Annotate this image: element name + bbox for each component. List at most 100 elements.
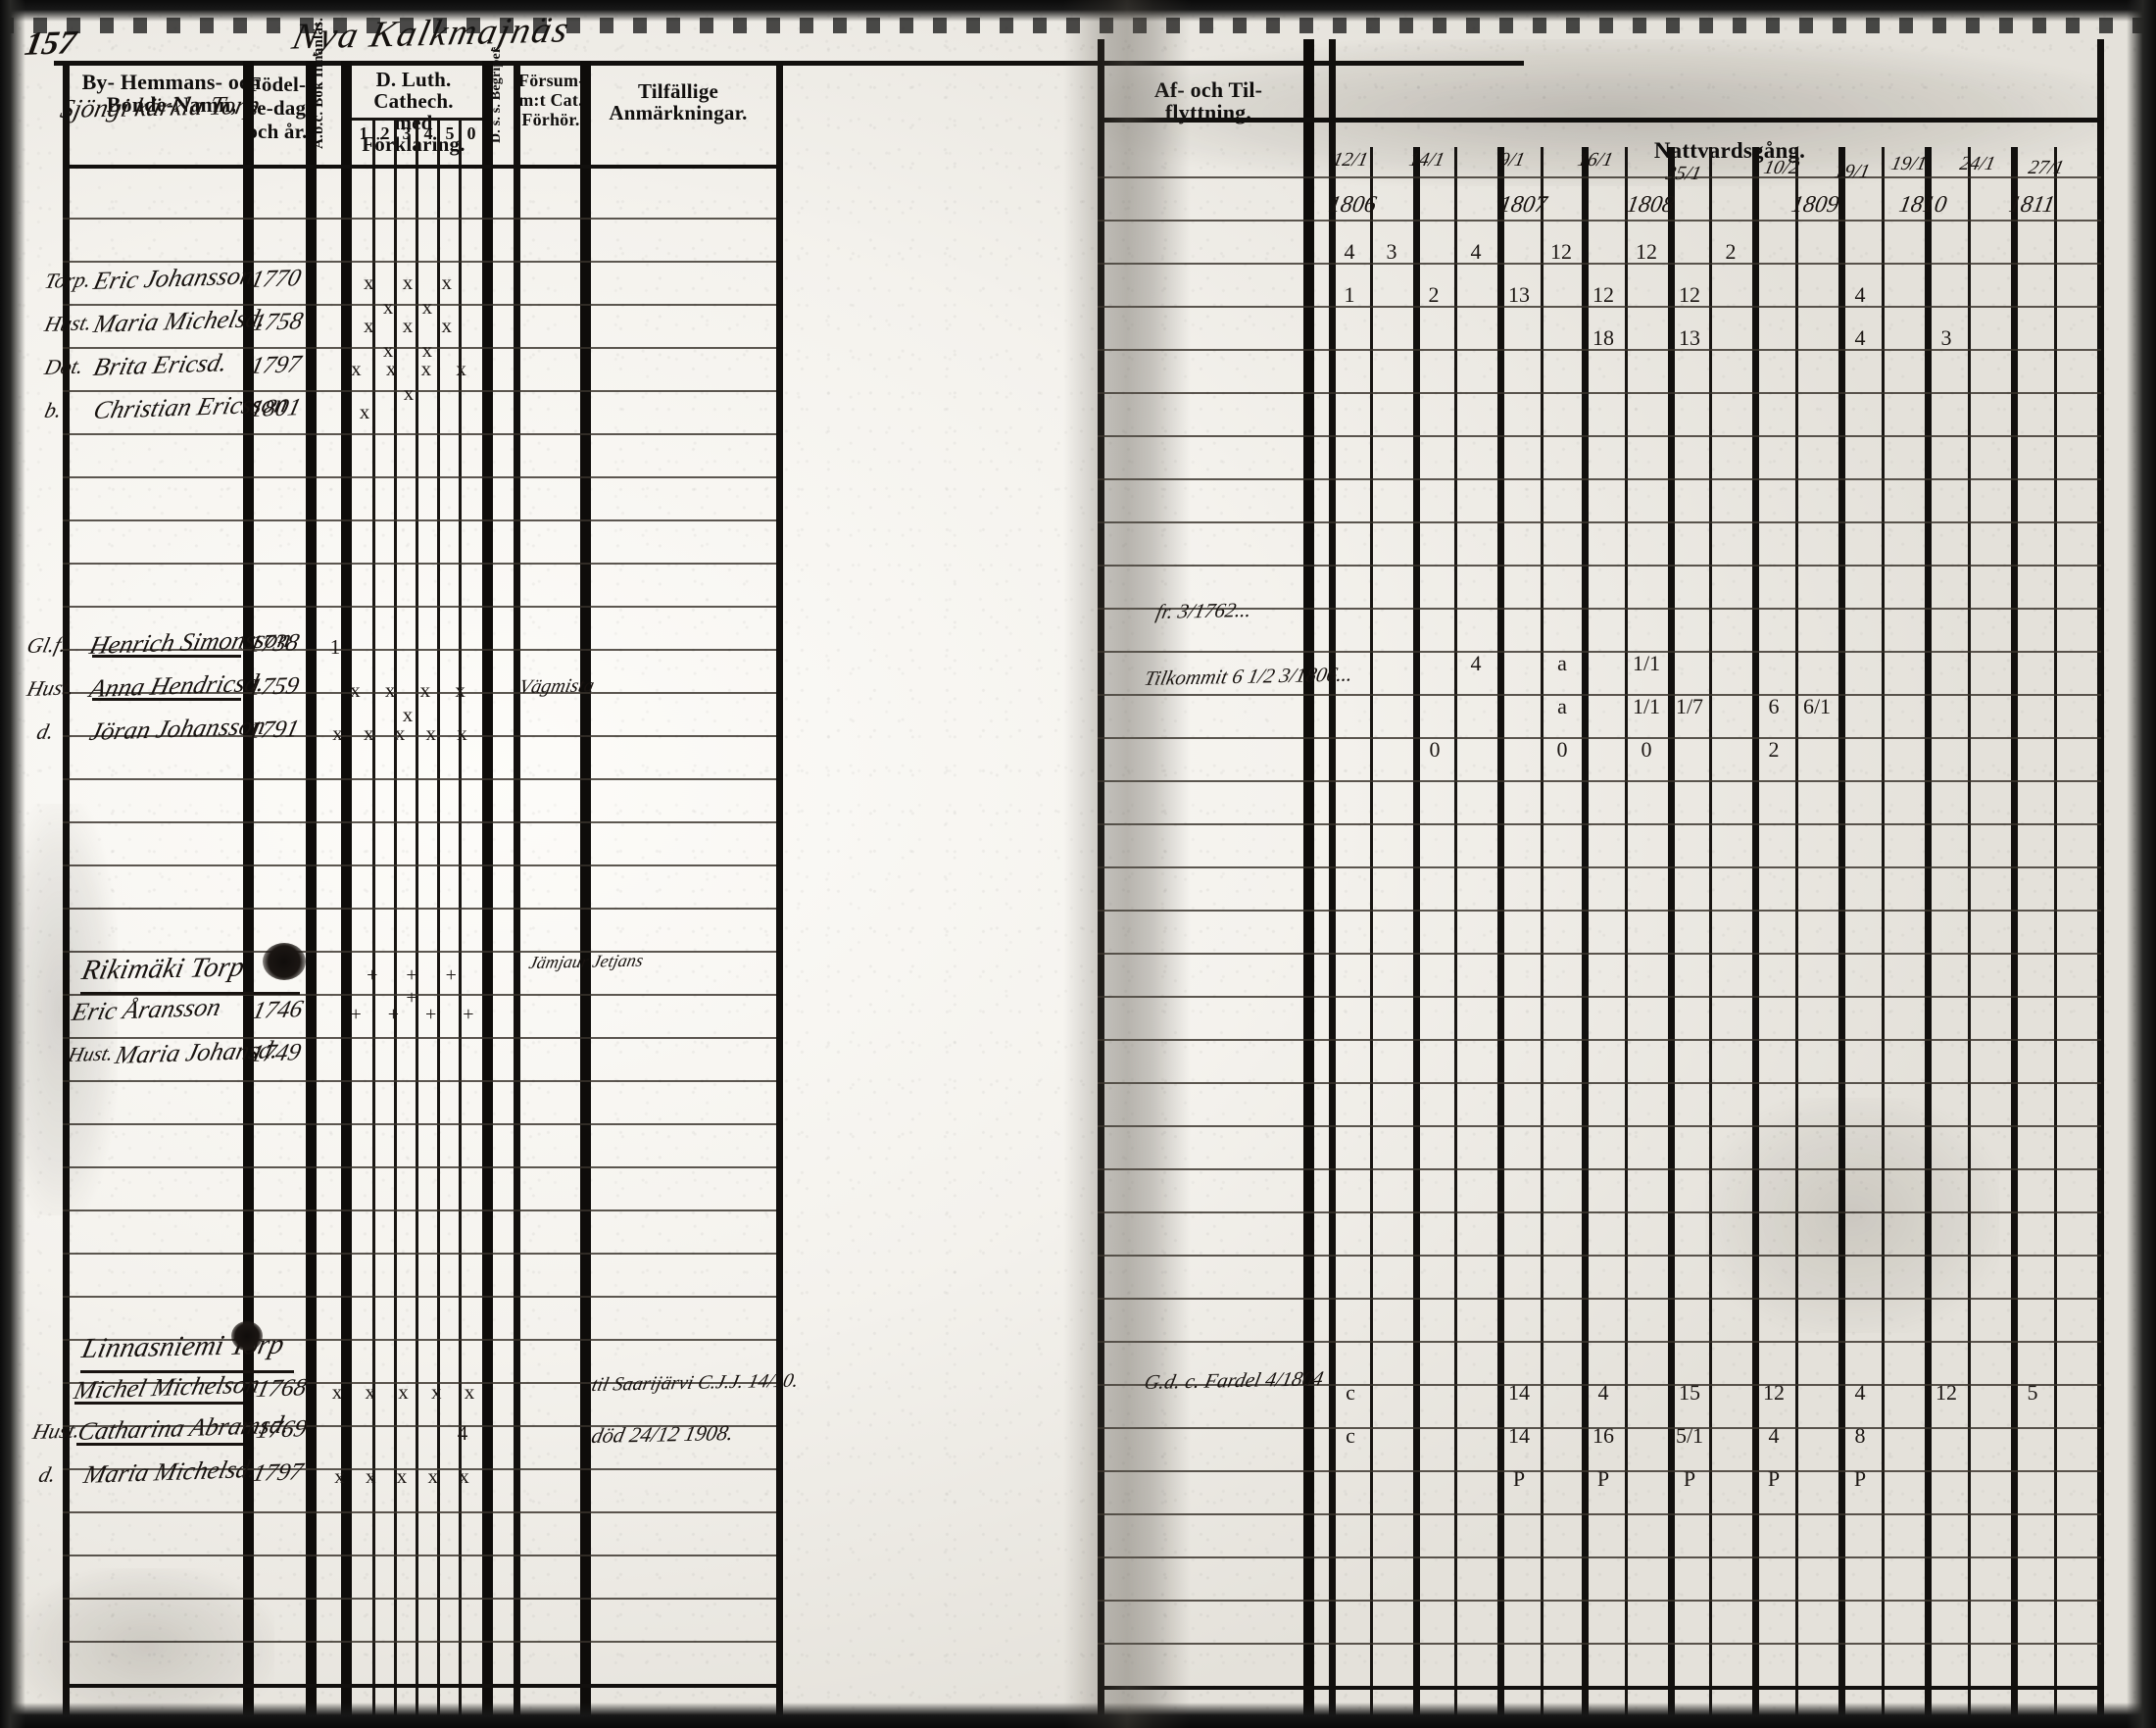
- row-rule: [63, 304, 776, 306]
- communion-tally: 4: [1597, 1380, 1609, 1405]
- grid-vline-forsummat-right: [580, 61, 591, 1717]
- communion-tally: 18: [1592, 325, 1614, 350]
- grid-vline-nv-a: [1329, 39, 1336, 1717]
- grid-vline-name-right: [243, 61, 254, 1717]
- column-header-name: By- Hemmans- och Bonde-Namn,: [81, 70, 262, 118]
- grid-vline-cat-5: [459, 118, 462, 1717]
- communion-tally: 3: [1940, 325, 1952, 350]
- row-rule: [63, 1080, 776, 1082]
- row-rule-right: [1098, 996, 2101, 998]
- grid-hline-bottom: [63, 1684, 776, 1688]
- communion-tally: 4: [1470, 239, 1482, 264]
- grid-vline-nv-q: [2011, 147, 2018, 1715]
- name-strikethrough: [92, 655, 241, 658]
- heading-underline: [80, 1370, 294, 1373]
- grid-vline-nv-f: [1541, 147, 1544, 1715]
- row-rule-right: [1098, 651, 2101, 653]
- person-role: Hust.: [24, 674, 77, 701]
- communion-date-fraction: 10/2: [1761, 157, 1802, 178]
- catechism-mark: x x x x x: [364, 314, 464, 362]
- row-rule-right: [1098, 1211, 2101, 1213]
- communion-tally: 0: [1556, 737, 1568, 762]
- person-birth-year: 1801: [247, 394, 304, 422]
- column-header-anmarkningar: Tilfällige Anmärkningar.: [609, 79, 748, 125]
- row-rule: [63, 433, 776, 435]
- grid-vline-cat-2: [394, 118, 397, 1717]
- row-rule: [63, 908, 776, 910]
- catechism-subcol-2: 2: [380, 123, 390, 143]
- communion-tally: 2: [1725, 239, 1737, 264]
- communion-tally: 12: [1763, 1380, 1785, 1405]
- row-rule-right: [1098, 521, 2101, 523]
- row-rule: [63, 390, 776, 392]
- communion-tally: 12: [1550, 239, 1572, 264]
- row-rule: [63, 476, 776, 478]
- person-birth-year: 1768: [253, 1374, 310, 1403]
- communion-tally: 4: [1854, 325, 1866, 350]
- person-birth-year: 1770: [247, 265, 304, 293]
- catechism-subcol-1: 1: [359, 123, 368, 143]
- title-underline: [54, 61, 1524, 66]
- person-birth-year: 1759: [245, 672, 302, 701]
- grid-vline-nv-m: [1838, 147, 1845, 1715]
- communion-date-fraction: 14/1: [1406, 149, 1447, 171]
- row-rule-right: [1098, 1427, 2101, 1429]
- communion-date-fraction: 12/1: [1330, 149, 1371, 171]
- row-rule: [63, 1598, 776, 1600]
- person-birth-year: 1797: [247, 351, 304, 379]
- name-strikethrough: [92, 698, 241, 701]
- row-rule-right: [1098, 565, 2101, 567]
- row-rule: [63, 1123, 776, 1125]
- communion-tally: 2: [1768, 737, 1780, 762]
- person-name: Maria Michelsd.: [80, 1454, 260, 1489]
- person-birth-year: 1791: [245, 716, 302, 744]
- row-rule-right: [1098, 478, 2101, 480]
- communion-tally: 1: [1344, 282, 1355, 307]
- grid-vline-nv-b: [1370, 147, 1373, 1715]
- grid-vline-left-border: [63, 61, 70, 1717]
- row-rule: [63, 563, 776, 565]
- grid-vline-cat-1: [372, 118, 375, 1717]
- person-birth-year: 1797: [249, 1458, 306, 1487]
- household-heading-3: Rikimäki Torp: [78, 951, 248, 986]
- row-rule-right: [1098, 306, 2101, 308]
- catechism-mark: x: [359, 400, 370, 423]
- row-rule-right: [1098, 1298, 2101, 1300]
- row-rule-right: [1098, 823, 2101, 825]
- grid-vline-birth-right: [306, 61, 317, 1717]
- grid-vline-nv-i: [1668, 147, 1675, 1715]
- communion-tally: 5: [2027, 1380, 2038, 1405]
- catechism-mark: x x x x x: [351, 357, 476, 405]
- row-rule: [63, 778, 776, 780]
- grid-vline-cat-4: [437, 118, 440, 1717]
- communion-tally: c: [1346, 1380, 1355, 1405]
- communion-tally: P: [1853, 1466, 1867, 1491]
- communion-tally: 6: [1768, 694, 1780, 718]
- row-rule: [63, 1555, 776, 1556]
- communion-date-fraction: 19/1: [1888, 153, 1930, 174]
- communion-tally: 4: [1344, 239, 1355, 264]
- row-rule: [63, 692, 776, 694]
- communion-tally: 16: [1592, 1423, 1614, 1448]
- row-rule: [63, 1339, 776, 1341]
- row-rule-right: [1098, 263, 2101, 265]
- communion-tally: 4: [1470, 651, 1482, 675]
- communion-tally: 12: [1679, 282, 1700, 307]
- grid-vline-flyttning-right: [1303, 39, 1314, 1717]
- communion-tally: 2: [1428, 282, 1440, 307]
- row-rule-right: [1098, 176, 2101, 178]
- catechism-mark: 1: [329, 635, 341, 659]
- name-strikethrough: [76, 1443, 243, 1446]
- right-header-rule: [1098, 118, 2101, 123]
- communion-tally: c: [1346, 1423, 1355, 1448]
- grid-vline-right-page-border: [1098, 39, 1104, 1717]
- grid-vline-begriper-right: [514, 61, 520, 1717]
- communion-tally: 12: [1636, 239, 1657, 264]
- communion-tally: 4: [1768, 1423, 1780, 1448]
- grid-vline-nv-p: [1968, 147, 1971, 1715]
- row-rule-right: [1098, 1384, 2101, 1386]
- communion-tally: 13: [1508, 282, 1530, 307]
- grid-vline-nv-n: [1882, 147, 1885, 1715]
- catechism-mark: x x x x x: [332, 721, 475, 745]
- catechism-subcol-4: 4: [423, 123, 433, 143]
